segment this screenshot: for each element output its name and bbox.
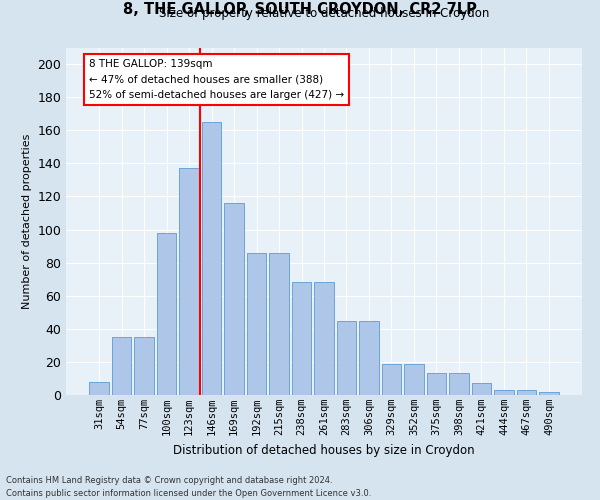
Bar bbox=[224, 203, 244, 395]
Bar bbox=[247, 252, 266, 395]
Bar bbox=[292, 282, 311, 395]
Bar bbox=[269, 252, 289, 395]
Bar bbox=[404, 364, 424, 395]
Bar bbox=[539, 392, 559, 395]
Bar bbox=[472, 384, 491, 395]
Bar bbox=[359, 320, 379, 395]
Bar bbox=[494, 390, 514, 395]
Bar bbox=[89, 382, 109, 395]
Bar bbox=[427, 374, 446, 395]
Bar bbox=[202, 122, 221, 395]
Bar bbox=[112, 337, 131, 395]
Bar bbox=[449, 374, 469, 395]
X-axis label: Distribution of detached houses by size in Croydon: Distribution of detached houses by size … bbox=[173, 444, 475, 456]
Bar bbox=[314, 282, 334, 395]
Bar bbox=[337, 320, 356, 395]
Text: 8 THE GALLOP: 139sqm
← 47% of detached houses are smaller (388)
52% of semi-deta: 8 THE GALLOP: 139sqm ← 47% of detached h… bbox=[89, 59, 344, 100]
Text: Contains HM Land Registry data © Crown copyright and database right 2024.
Contai: Contains HM Land Registry data © Crown c… bbox=[6, 476, 371, 498]
Y-axis label: Number of detached properties: Number of detached properties bbox=[22, 134, 32, 309]
Bar bbox=[382, 364, 401, 395]
Bar bbox=[517, 390, 536, 395]
Text: 8, THE GALLOP, SOUTH CROYDON, CR2 7LP: 8, THE GALLOP, SOUTH CROYDON, CR2 7LP bbox=[123, 2, 477, 18]
Bar bbox=[179, 168, 199, 395]
Bar bbox=[157, 233, 176, 395]
Title: Size of property relative to detached houses in Croydon: Size of property relative to detached ho… bbox=[159, 7, 489, 20]
Bar bbox=[134, 337, 154, 395]
